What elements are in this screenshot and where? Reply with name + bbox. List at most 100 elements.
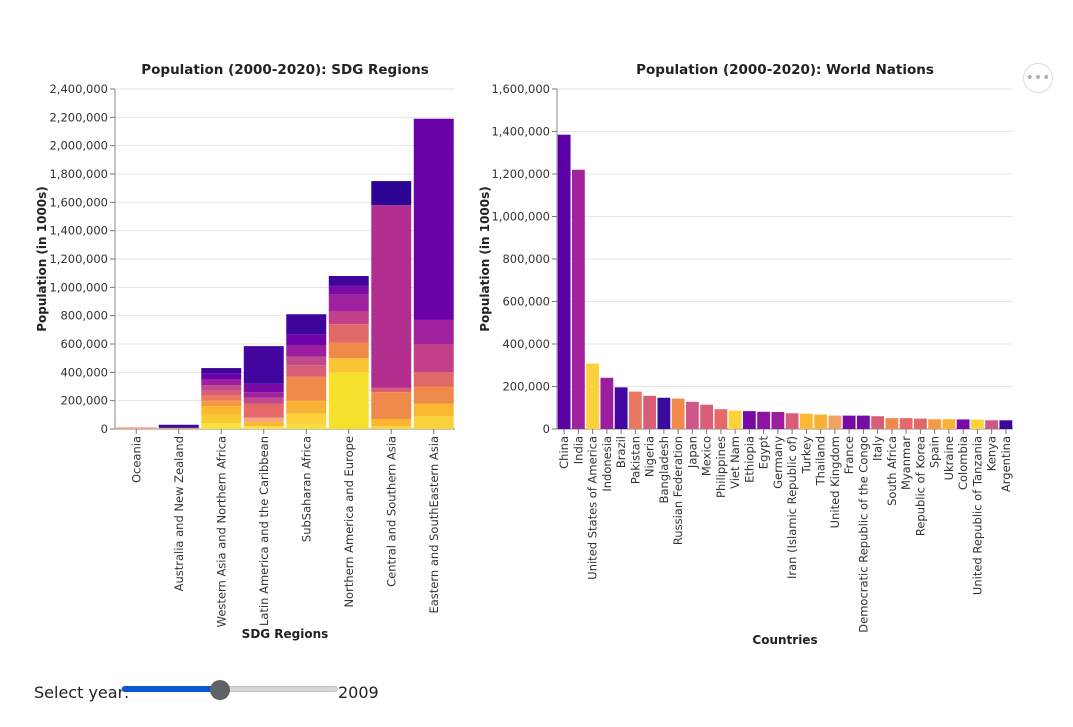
bar-segment — [413, 372, 454, 387]
bar — [785, 413, 799, 429]
x-tick-label: Ukraine — [942, 436, 956, 480]
x-tick-label: Republic of Korea — [913, 436, 927, 536]
bar — [714, 409, 728, 429]
bar-segment — [328, 294, 369, 312]
bar — [643, 395, 657, 429]
bar — [871, 416, 885, 429]
y-tick-label: 800,000 — [60, 309, 108, 323]
bar-segment — [286, 400, 327, 414]
y-tick-label: 200,000 — [60, 394, 108, 408]
bar-segment — [286, 314, 327, 335]
bar-segment — [158, 427, 199, 429]
x-tick-label: Egypt — [757, 436, 771, 470]
x-tick-label: Democratic Republic of the Congo — [856, 436, 870, 633]
bar-segment — [243, 392, 284, 398]
bar-segment — [371, 205, 412, 388]
bar-segment — [286, 365, 327, 377]
bar-segment — [158, 424, 199, 428]
more-options-button[interactable]: ••• — [1023, 63, 1053, 93]
x-tick-label: Central and Southern Asia — [384, 436, 398, 587]
y-tick-label: 1,600,000 — [49, 195, 108, 209]
y-tick-label: 1,000,000 — [49, 280, 108, 294]
bar — [842, 415, 856, 429]
x-tick-label: Turkey — [799, 436, 813, 475]
year-slider-label: Select year: — [34, 683, 130, 702]
bar — [557, 134, 571, 429]
bar — [742, 411, 756, 429]
bar — [970, 419, 984, 429]
bar-segment — [328, 342, 369, 359]
bar — [956, 419, 970, 429]
y-tick-label: 1,200,000 — [491, 167, 550, 181]
bar-segment — [201, 368, 242, 374]
bar-segment — [286, 376, 327, 401]
x-tick-label: United Republic of Tanzania — [970, 436, 984, 595]
bar — [899, 418, 913, 429]
x-tick-label: Germany — [771, 436, 785, 489]
y-tick-label: 1,400,000 — [49, 224, 108, 238]
y-tick-label: 2,400,000 — [49, 82, 108, 96]
bar-segment — [371, 419, 412, 427]
bar-segment — [371, 392, 412, 420]
bar-segment — [328, 276, 369, 286]
x-tick-label: Kenya — [985, 436, 999, 471]
x-tick-label: Eastern and SouthEastern Asia — [427, 436, 441, 614]
bar — [828, 415, 842, 429]
bar-segment — [201, 406, 242, 415]
bar-segment — [328, 324, 369, 343]
year-slider-thumb[interactable] — [209, 680, 230, 700]
y-axis-title: Population (in 1000s) — [35, 186, 49, 332]
bar-segment — [201, 400, 242, 407]
x-tick-label: Russian Federation — [671, 436, 685, 545]
y-tick-label: 0 — [543, 422, 550, 436]
x-tick-label: China — [557, 436, 571, 469]
bar-segment — [201, 385, 242, 391]
y-tick-label: 400,000 — [60, 365, 108, 379]
bar — [671, 398, 685, 429]
bar-segment — [243, 421, 284, 427]
bar-segment — [201, 379, 242, 386]
x-tick-label: India — [571, 436, 585, 464]
x-tick-label: Latin America and the Caribbean — [257, 436, 271, 626]
bar-segment — [286, 334, 327, 346]
bar-segment — [286, 424, 327, 429]
bar-segment — [286, 356, 327, 366]
x-tick-label: United Kingdom — [828, 436, 842, 528]
bar-segment — [286, 413, 327, 425]
x-tick-label: Pakistan — [628, 436, 642, 484]
bar — [685, 401, 699, 429]
x-tick-label: United States of America — [586, 436, 600, 580]
x-tick-label: Nigeria — [643, 436, 657, 477]
bar — [928, 419, 942, 429]
chart-title: Population (2000-2020): SDG Regions — [141, 62, 429, 78]
bar — [885, 418, 899, 429]
charts-canvas: 0 200,000 400,000 600,000 800,000 1,000,000 1,… — [35, 62, 1013, 647]
year-slider-track[interactable] — [121, 680, 338, 700]
bar-segment — [201, 373, 242, 380]
y-tick-label: 200,000 — [502, 380, 550, 394]
bar-segment — [243, 383, 284, 393]
y-tick-label: 0 — [101, 422, 108, 436]
bar-segment — [116, 427, 157, 429]
year-slider-control: Select year: 2009 — [34, 680, 434, 706]
bar — [614, 387, 628, 429]
y-tick-label: 600,000 — [60, 337, 108, 351]
bar-segment — [243, 426, 284, 429]
bar-segment — [413, 118, 454, 320]
bar — [985, 420, 999, 429]
x-tick-label: Argentina — [999, 436, 1013, 492]
y-tick-label: 800,000 — [502, 252, 550, 266]
bar — [600, 377, 614, 429]
x-tick-label: Colombia — [956, 436, 970, 490]
bar — [757, 411, 771, 429]
x-tick-label: Brazil — [614, 436, 628, 468]
y-axis-title: Population (in 1000s) — [478, 186, 492, 332]
y-tick-label: 1,200,000 — [49, 252, 108, 266]
y-tick-label: 1,400,000 — [491, 125, 550, 139]
bar-segment — [243, 403, 284, 418]
bar-segment — [201, 423, 242, 429]
year-slider-value: 2009 — [338, 683, 379, 702]
x-tick-label: Viet Nam — [728, 436, 742, 489]
x-tick-label: Oceania — [129, 436, 143, 483]
bar-segment — [371, 387, 412, 393]
